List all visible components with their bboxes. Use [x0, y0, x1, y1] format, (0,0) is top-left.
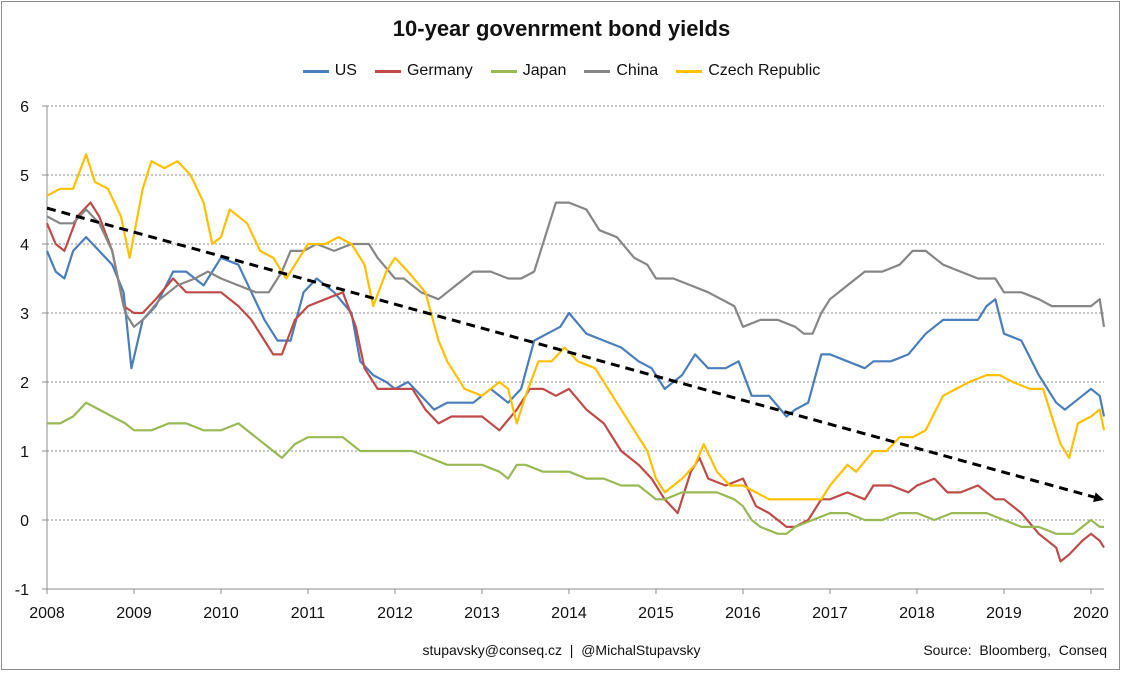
x-tick-label: 2020 [1073, 605, 1109, 622]
x-tick-label: 2012 [377, 605, 413, 622]
footer-contact: stupavsky@conseq.cz | @MichalStupavsky [422, 642, 701, 658]
x-tick-label: 2013 [464, 605, 500, 622]
legend-item: Czech Republic [676, 62, 820, 80]
x-tick-label: 2015 [638, 605, 674, 622]
legend-label: Japan [522, 62, 567, 79]
legend-swatch [584, 69, 611, 73]
legend-swatch [676, 69, 703, 73]
chart-title: 10-year govenrment bond yields [392, 16, 731, 41]
trend-arrow [46, 206, 1104, 502]
y-tick-label: -1 [15, 582, 29, 599]
x-tick-label: 2010 [203, 605, 239, 622]
legend-item: US [302, 62, 357, 80]
series-line-germany [45, 201, 1105, 563]
legend-label: China [616, 62, 659, 79]
legend-label: Germany [406, 62, 473, 79]
footer-source: Source: Bloomberg, Conseq [923, 642, 1107, 658]
series-line-china [46, 201, 1106, 335]
series-line-japan [47, 401, 1104, 535]
y-tick-label: 1 [20, 444, 29, 461]
y-tick-label: 0 [20, 513, 29, 530]
legend-swatch [374, 69, 401, 73]
y-tick-label: 5 [20, 168, 29, 185]
legend-item: Germany [374, 62, 473, 80]
legend-label: US [334, 62, 357, 79]
x-tick-label: 2011 [291, 605, 326, 622]
legend: US Germany Japan China Czech Republic [0, 62, 1123, 80]
y-tick-label: 6 [20, 99, 29, 116]
x-tick-label: 2014 [551, 605, 587, 622]
x-tick-label: 2016 [725, 605, 761, 622]
legend-item: China [584, 62, 658, 80]
y-tick-label: 3 [20, 306, 29, 323]
series-line-us [45, 236, 1106, 418]
legend-item: Japan [490, 62, 567, 80]
legend-swatch [490, 69, 517, 73]
x-tick-label: 2009 [116, 605, 152, 622]
legend-label: Czech Republic [708, 62, 821, 79]
y-tick-label: 2 [20, 375, 29, 392]
x-tick-label: 2018 [899, 605, 935, 622]
legend-swatch [302, 69, 329, 73]
x-tick-label: 2008 [29, 605, 65, 622]
series-line-czech-republic [46, 153, 1106, 501]
y-tick-label: 4 [20, 237, 29, 254]
x-tick-label: 2019 [986, 605, 1022, 622]
x-tick-label: 2017 [812, 605, 848, 622]
